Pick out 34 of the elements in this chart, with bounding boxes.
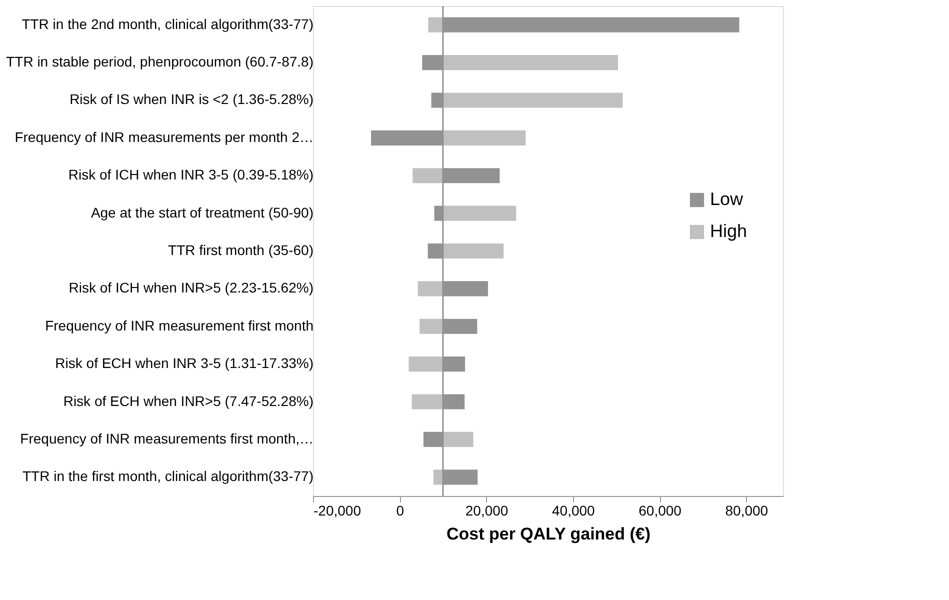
y-tick-label: Risk of IS when INR is <2 (1.36-5.28%) <box>70 91 314 108</box>
bar <box>442 243 504 259</box>
legend-label: Low <box>710 189 744 209</box>
y-tick-label: Risk of ECH when INR>5 (7.47-52.28%) <box>63 392 314 409</box>
x-tick-label: -20,000 <box>314 502 362 518</box>
bar <box>428 17 443 32</box>
y-tick-label: Frequency of INR measurements per month 2… <box>14 128 314 145</box>
bar <box>418 281 443 296</box>
x-tick-label: 40,000 <box>552 502 596 518</box>
x-tick-label: 80,000 <box>725 502 768 518</box>
x-tick-label: 0 <box>396 502 404 518</box>
y-tick-label: TTR first month (35-60) <box>168 242 314 258</box>
x-tick-label: 20,000 <box>465 502 508 518</box>
y-tick-label: TTR in the 2nd month, clinical algorithm(33-77) <box>22 16 314 32</box>
bar <box>442 130 526 146</box>
legend-label: High <box>710 221 748 241</box>
y-tick-label: Frequency of INR measurement first month <box>45 317 314 334</box>
y-tick-label: Age at the start of treatment (50-90) <box>90 204 314 220</box>
y-tick-label: Risk of ECH when INR 3-5 (1.31-17.33%) <box>55 355 314 372</box>
y-tick-label: TTR in stable period, phenprocoumon (60.7-87.8) <box>6 54 314 70</box>
y-tick-label: TTR in the first month, clinical algorithm(33-77) <box>22 468 314 484</box>
bar <box>412 394 443 410</box>
bar <box>412 168 443 184</box>
y-tick-label: Frequency of INR measurements first month,… <box>20 430 314 446</box>
x-axis-title: Cost per QALY gained (€) <box>446 524 651 544</box>
x-tick-label: 60,000 <box>638 502 682 518</box>
bar <box>420 318 443 334</box>
bar <box>442 432 474 447</box>
bar <box>442 55 618 70</box>
bar <box>442 206 516 221</box>
bar <box>408 356 443 372</box>
y-tick-label: Risk of ICH when INR>5 (2.23-15.62%) <box>68 280 314 296</box>
y-tick-label: Risk of ICH when INR 3-5 (0.39-5.18%) <box>68 166 314 183</box>
bar <box>442 92 623 108</box>
